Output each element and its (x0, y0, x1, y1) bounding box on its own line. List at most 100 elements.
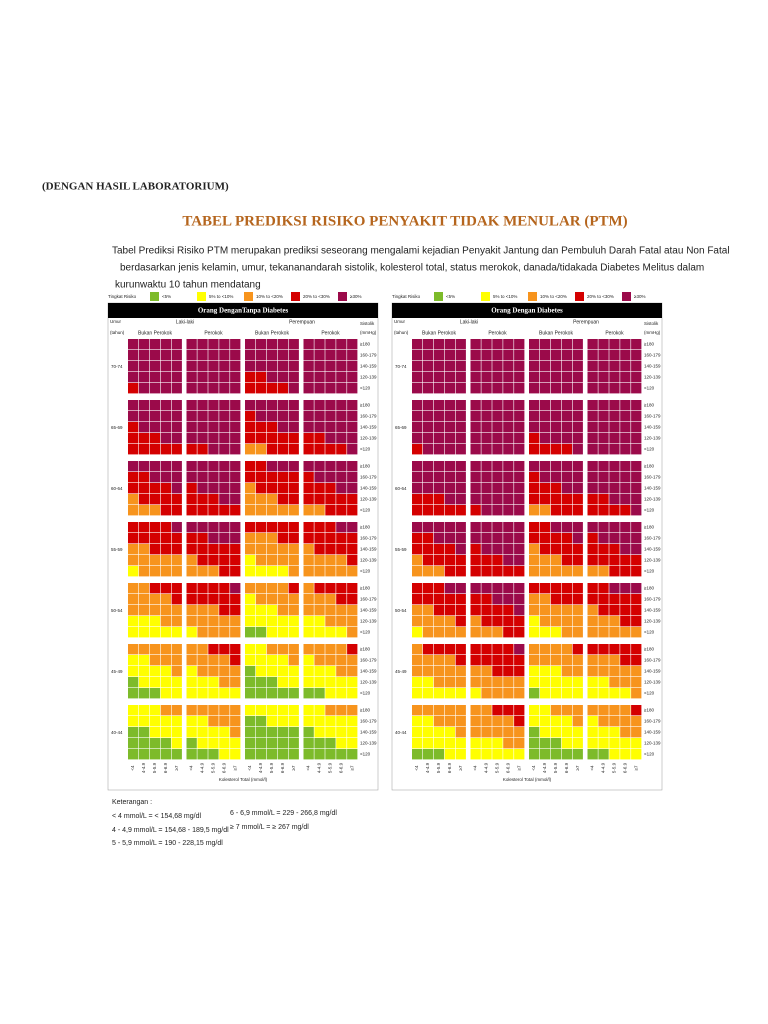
risk-cell (303, 594, 314, 605)
note: 5 - 5,9 mmol/L = 190 - 228,15 mg/dl (112, 840, 223, 847)
risk-cell (514, 627, 525, 638)
risk-cell (631, 738, 642, 749)
risk-cell (481, 422, 492, 433)
risk-cell (550, 644, 562, 655)
risk-cell (160, 533, 171, 544)
risk-cell (514, 472, 525, 483)
risk-cell (503, 583, 514, 594)
risk-cell (160, 688, 171, 699)
risk-cell (230, 688, 241, 699)
risk-cell (609, 533, 620, 544)
bp-label: 140-159 (360, 425, 377, 430)
risk-cell (550, 605, 562, 616)
risk-cell (230, 583, 241, 594)
risk-cell (492, 749, 503, 760)
bp-label: <120 (360, 752, 371, 757)
risk-cell (128, 522, 139, 533)
risk-cell (514, 688, 525, 699)
risk-cell (529, 339, 540, 350)
risk-cell (412, 605, 423, 616)
risk-cell (230, 383, 241, 394)
risk-cell (587, 383, 598, 394)
risk-cell (620, 677, 631, 688)
cholesterol-label: 5-5.9 (611, 762, 616, 773)
risk-cell (336, 616, 347, 627)
risk-cell (481, 655, 492, 666)
risk-cell (325, 677, 336, 688)
risk-cell (160, 544, 171, 555)
risk-cell (128, 339, 139, 350)
risk-cell (422, 666, 434, 677)
risk-cell (149, 339, 161, 350)
risk-cell (412, 494, 423, 505)
risk-cell (138, 655, 150, 666)
cholesterol-label: 6-6.9 (622, 762, 627, 773)
risk-cell (598, 738, 609, 749)
risk-cell (433, 749, 445, 760)
risk-cell (336, 583, 347, 594)
risk-cell (171, 400, 182, 411)
risk-cell (303, 350, 314, 361)
risk-cell (197, 411, 208, 422)
risk-cell (422, 494, 434, 505)
risk-cell (171, 544, 182, 555)
risk-cell (266, 727, 278, 738)
risk-cell (455, 361, 466, 372)
risk-cell (219, 472, 230, 483)
risk-cell (470, 544, 481, 555)
risk-cell (325, 350, 336, 361)
risk-cell (325, 727, 336, 738)
legend-item: ≥30% (634, 294, 645, 299)
risk-cell (245, 350, 256, 361)
risk-cell (433, 494, 445, 505)
legend-item: 20% to <30% (587, 294, 614, 299)
risk-cell (529, 461, 540, 472)
risk-cell (620, 522, 631, 533)
risk-cell (197, 677, 208, 688)
risk-cell (587, 594, 598, 605)
risk-cell (171, 738, 182, 749)
risk-cell (208, 677, 219, 688)
risk-cell (444, 605, 455, 616)
risk-cell (160, 594, 171, 605)
risk-cell (325, 339, 336, 350)
risk-cell (197, 433, 208, 444)
risk-cell (587, 350, 598, 361)
risk-cell (561, 472, 572, 483)
risk-cell (197, 566, 208, 577)
risk-cell (171, 372, 182, 383)
risk-cell (481, 583, 492, 594)
risk-cell (587, 727, 598, 738)
age-label: 60-64 (111, 486, 123, 491)
risk-cell (514, 522, 525, 533)
risk-cell (336, 533, 347, 544)
risk-cell (620, 461, 631, 472)
legend-label: Tingkat Risiko (108, 294, 137, 299)
risk-cell (609, 666, 620, 677)
risk-cell (255, 605, 267, 616)
risk-cell (288, 339, 299, 350)
bp-label: ≥180 (644, 464, 654, 469)
risk-cell (128, 749, 139, 760)
risk-cell (492, 705, 503, 716)
risk-cell (138, 605, 150, 616)
risk-cell (550, 544, 562, 555)
cholesterol-label: <4 (531, 765, 536, 771)
risk-cell (347, 372, 358, 383)
risk-cell (219, 655, 230, 666)
risk-cell (609, 372, 620, 383)
legend-item: <5% (446, 294, 455, 299)
risk-cell (561, 616, 572, 627)
risk-cell (230, 616, 241, 627)
risk-cell (422, 705, 434, 716)
risk-cell (197, 472, 208, 483)
risk-cell (347, 738, 358, 749)
risk-cell (230, 472, 241, 483)
risk-cell (598, 555, 609, 566)
risk-cell (160, 361, 171, 372)
risk-cell (336, 627, 347, 638)
risk-cell (277, 422, 288, 433)
risk-cell (208, 605, 219, 616)
risk-cell (572, 372, 583, 383)
risk-cell (347, 400, 358, 411)
